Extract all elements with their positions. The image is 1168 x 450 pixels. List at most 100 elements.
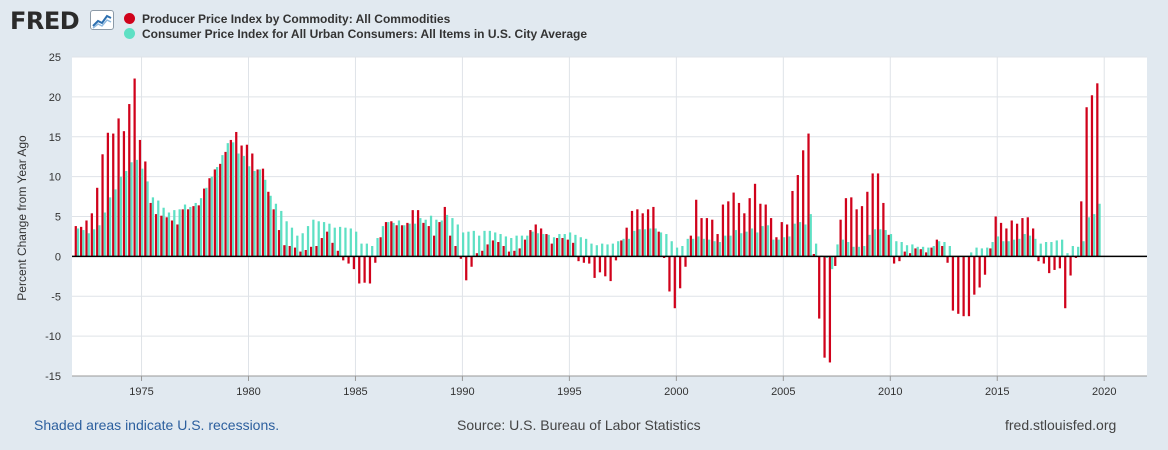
cpi-bar — [98, 225, 101, 257]
ppi-bar — [625, 227, 628, 257]
cpi-bar — [1018, 238, 1021, 257]
ppi-bar — [588, 256, 591, 264]
cpi-bar — [531, 231, 534, 257]
y-tick-label: 25 — [49, 52, 61, 64]
cpi-bar — [1044, 242, 1048, 257]
ppi-bar — [866, 191, 869, 257]
ppi-bar — [957, 256, 960, 314]
ppi-bar — [673, 256, 676, 309]
ppi-bar — [914, 248, 917, 257]
ppi-bar — [1042, 256, 1045, 264]
ppi-bar — [208, 178, 211, 257]
cpi-bar — [349, 228, 352, 257]
cpi-bar — [601, 243, 604, 257]
ppi-bar — [909, 253, 912, 257]
ppi-bar — [652, 206, 655, 257]
cpi-bar — [317, 221, 320, 257]
legend-item-ppi[interactable]: Producer Price Index by Commodity: All C… — [124, 12, 450, 26]
ppi-bar — [561, 238, 564, 257]
ppi-bar — [1015, 223, 1019, 257]
cpi-bar — [777, 239, 780, 257]
x-tick-label: 2015 — [985, 386, 1009, 398]
ppi-bar — [213, 169, 216, 257]
ppi-bar — [630, 210, 634, 257]
fred-logo[interactable]: FRED — [10, 7, 80, 35]
cpi-bar — [542, 234, 545, 257]
cpi-bar — [590, 243, 593, 257]
ppi-bar — [176, 224, 179, 257]
cpi-bar — [515, 235, 518, 257]
ppi-bar — [850, 197, 853, 257]
site-url-link[interactable]: fred.stlouisfed.org — [1005, 417, 1117, 433]
cpi-bar — [424, 219, 427, 257]
ppi-bar — [828, 256, 832, 363]
ppi-bar — [855, 209, 858, 257]
ppi-bar — [796, 175, 799, 257]
cpi-bar — [333, 227, 336, 257]
cpi-bar — [322, 222, 326, 257]
ppi-bar — [395, 225, 398, 257]
ppi-bar — [705, 218, 709, 257]
ppi-bar — [716, 234, 719, 257]
ppi-bar — [989, 248, 992, 257]
ppi-bar — [951, 256, 955, 311]
cpi-bar — [248, 166, 251, 257]
ppi-bar — [1069, 256, 1072, 276]
ppi-bar — [930, 247, 933, 257]
cpi-bar — [649, 228, 652, 257]
cpi-bar — [467, 231, 470, 257]
ppi-bar — [871, 173, 874, 257]
cpi-bar — [451, 218, 454, 257]
cpi-bar — [825, 256, 828, 258]
cpi-bar — [622, 238, 625, 257]
ppi-bar — [1064, 256, 1067, 309]
ppi-bar — [737, 202, 741, 257]
ppi-bar — [582, 256, 586, 263]
ppi-bar — [529, 230, 532, 257]
cpi-bar — [194, 202, 197, 257]
ppi-bar — [449, 235, 452, 257]
cpi-bar — [328, 223, 331, 257]
ppi-bar — [898, 256, 901, 262]
ppi-bar — [620, 240, 623, 257]
ppi-bar — [342, 256, 345, 261]
cpi-bar — [1077, 246, 1080, 257]
cpi-bar — [991, 242, 994, 257]
ppi-bar — [598, 256, 602, 273]
cpi-bar — [1002, 241, 1005, 257]
ppi-bar — [507, 251, 511, 257]
cpi-bar — [761, 226, 764, 257]
ppi-bar — [475, 253, 479, 257]
cpi-bar — [1034, 238, 1037, 257]
ppi-bar — [925, 252, 928, 257]
ppi-bar — [293, 247, 297, 257]
cpi-bar — [312, 219, 315, 257]
ppi-bar — [304, 250, 307, 257]
x-tick-label: 2005 — [771, 386, 795, 398]
cpi-bar — [462, 232, 465, 257]
cpi-bar — [579, 237, 582, 257]
y-tick-label: -5 — [51, 291, 61, 303]
ppi-bar — [112, 133, 115, 257]
ppi-bar — [785, 224, 789, 257]
legend-item-cpi[interactable]: Consumer Price Index for All Urban Consu… — [124, 27, 587, 41]
ppi-bar — [245, 144, 249, 257]
cpi-bar — [793, 223, 796, 257]
ppi-bar — [556, 238, 559, 257]
ppi-bar — [90, 213, 93, 257]
ppi-bar — [614, 256, 618, 261]
cpi-bar — [547, 234, 550, 257]
cpi-bar — [627, 238, 631, 257]
ppi-bar — [310, 246, 313, 257]
ppi-bar — [80, 226, 83, 257]
ppi-bar — [502, 246, 505, 257]
ppi-bar — [876, 173, 880, 257]
cpi-bar — [429, 215, 433, 257]
x-tick-label: 2010 — [878, 386, 902, 398]
ppi-bar — [1085, 107, 1088, 257]
recession-note-link[interactable]: Shaded areas indicate U.S. recessions. — [34, 417, 280, 433]
ppi-bar — [459, 256, 462, 259]
cpi-bar — [734, 230, 738, 257]
ppi-bar — [593, 256, 596, 278]
ppi-bar — [823, 256, 826, 358]
